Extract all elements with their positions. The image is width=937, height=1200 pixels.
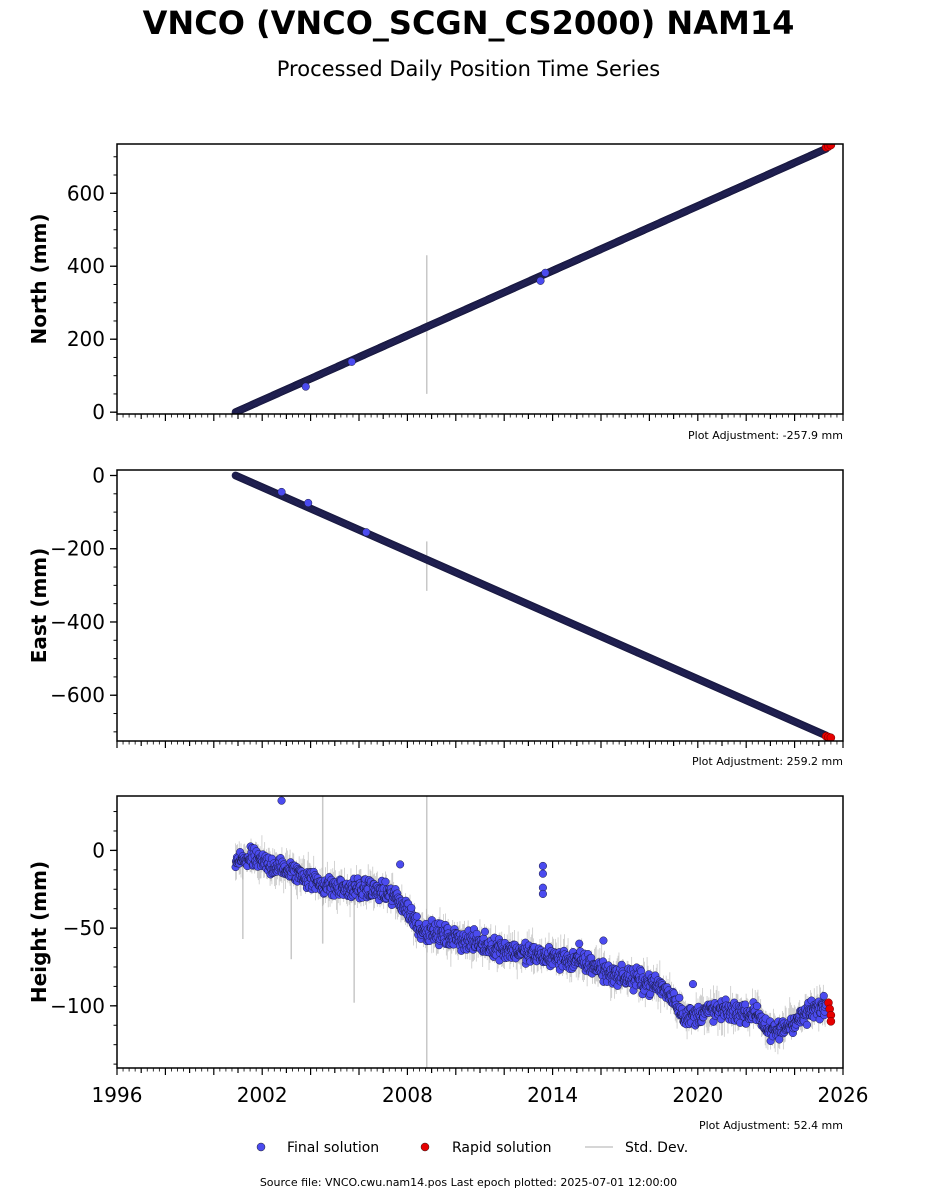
- final-point: [347, 357, 356, 366]
- legend-final-marker: [256, 1142, 266, 1152]
- final-point: [480, 927, 489, 936]
- final-point: [301, 382, 310, 391]
- x-tick-label: 2026: [818, 1083, 869, 1107]
- y-axis-label: Height (mm): [27, 861, 51, 1003]
- y-tick-label: −50: [63, 916, 105, 940]
- final-point: [396, 860, 405, 869]
- x-tick-label: 2020: [672, 1083, 723, 1107]
- rapid-point: [826, 733, 836, 741]
- final-point: [536, 276, 545, 285]
- final-point: [599, 936, 608, 945]
- panel-1: 0 200 400 600 North (mm) Plot Adjustment: -25…: [27, 143, 844, 442]
- y-axis-label: North (mm): [27, 213, 51, 344]
- rapid-point: [826, 144, 836, 150]
- final-point: [741, 1000, 750, 1009]
- source-note: Source file: VNCO.cwu.nam14.pos Last epo…: [259, 1176, 678, 1189]
- plot-adjustment: Plot Adjustment: -257.9 mm: [688, 429, 843, 442]
- final-point: [541, 268, 550, 277]
- plot-area: [231, 796, 836, 1068]
- y-tick-label: 0: [92, 838, 105, 862]
- y-tick-label: 0: [92, 463, 105, 487]
- final-point: [304, 498, 313, 508]
- final-point: [407, 903, 416, 912]
- x-tick-label: 2008: [382, 1083, 433, 1107]
- final-point: [752, 1001, 762, 1011]
- final-point: [412, 912, 421, 921]
- final-point: [688, 980, 698, 989]
- final-point: [538, 861, 547, 870]
- plot-area: [231, 471, 836, 741]
- y-tick-label: −400: [50, 610, 105, 634]
- y-tick-label: −100: [50, 994, 105, 1018]
- y-tick-label: 400: [67, 254, 105, 278]
- x-tick-label: 2002: [237, 1083, 288, 1107]
- plot-frame: [116, 469, 844, 742]
- chart-subtitle: Processed Daily Position Time Series: [276, 57, 661, 81]
- plot-adjustment: Plot Adjustment: 52.4 mm: [699, 1119, 843, 1132]
- y-tick-label: 600: [67, 181, 105, 205]
- legend-label: Final solution: [287, 1140, 379, 1156]
- final-point: [575, 939, 584, 948]
- final-point: [675, 993, 684, 1002]
- x-tick-label: 1996: [92, 1083, 143, 1107]
- final-point: [277, 487, 286, 497]
- panel-2: 0 −200 −400 −600 East (mm) Plot Adjustment: 2…: [27, 463, 844, 768]
- y-tick-label: 200: [67, 327, 105, 351]
- y-tick-label: −200: [50, 537, 105, 561]
- final-point: [538, 889, 547, 898]
- final-point: [617, 960, 626, 969]
- final-point: [538, 869, 547, 878]
- legend: Final solution Rapid solution Std. Dev.: [256, 1140, 688, 1156]
- panel-3: 0 −50 −100 1996 2002 2008 2014 2020 2026 Height (…: [27, 795, 869, 1132]
- final-point: [381, 877, 390, 886]
- x-tick-label: 2014: [527, 1083, 578, 1107]
- final-point: [362, 528, 371, 537]
- y-tick-label: −600: [50, 683, 105, 707]
- y-axis-label: East (mm): [27, 548, 51, 664]
- legend-label: Rapid solution: [452, 1140, 552, 1156]
- chart-title: VNCO (VNCO_SCGN_CS2000) NAM14: [142, 4, 795, 42]
- plot-adjustment: Plot Adjustment: 259.2 mm: [692, 755, 843, 768]
- final-point: [819, 991, 828, 1000]
- final-point: [802, 1020, 812, 1029]
- y-tick-label: 0: [92, 400, 105, 424]
- legend-rapid-marker: [420, 1142, 430, 1152]
- plot-area: [231, 144, 836, 414]
- legend-label: Std. Dev.: [625, 1140, 688, 1156]
- final-point: [277, 796, 286, 805]
- plot-frame: [116, 143, 844, 415]
- rapid-point: [826, 1017, 836, 1026]
